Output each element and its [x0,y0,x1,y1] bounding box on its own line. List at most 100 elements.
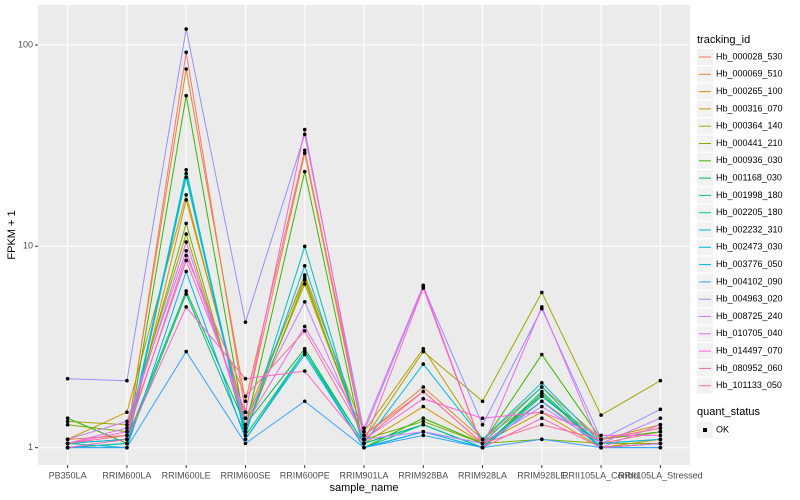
data-point [599,413,603,417]
x-tick-label: RRII105LA_Control [562,470,640,480]
data-point [184,249,188,253]
data-point [540,399,544,404]
data-point [302,399,307,404]
data-point [599,441,603,446]
data-point [480,399,485,404]
legend-label: Hb_000316_070 [716,103,783,113]
y-tick-label: 10 [23,241,33,251]
x-tick-label: RRIM928LA [458,470,507,480]
shape-legend-symbol [703,428,707,432]
data-point [125,419,129,424]
data-point [540,305,544,309]
data-point [302,132,307,137]
data-point [243,394,248,399]
x-tick-label: RRIM600LE [162,470,211,480]
data-point [658,433,663,438]
data-point [302,352,307,357]
data-point [480,422,485,427]
data-point [184,67,188,71]
data-point [125,422,129,427]
data-point [599,445,603,450]
data-point [184,240,188,244]
legend-label: Hb_010705_040 [716,328,783,338]
data-point [243,433,248,438]
legend-label: Hb_000364_140 [716,121,783,131]
data-point [184,292,188,296]
legend-label: Hb_000441_210 [716,138,783,148]
legend-label: Hb_000936_030 [716,155,783,165]
data-point [421,346,426,351]
data-point [65,419,70,424]
x-axis-title: sample_name [329,482,398,494]
data-point [540,394,544,399]
data-point [65,422,70,427]
legend-label: Hb_008725_240 [716,311,783,321]
data-point [125,433,129,438]
data-point [184,305,188,309]
data-point [243,399,248,404]
data-point [302,148,307,153]
data-point [658,429,663,434]
data-point [125,437,129,442]
x-tick-label: RRIM928BA [398,470,448,480]
data-point [125,445,129,450]
data-point [480,445,485,450]
x-tick-label: RRIM928LE [517,470,566,480]
data-point [421,349,426,354]
data-point [184,50,188,55]
data-point [362,429,366,434]
data-point [65,416,70,421]
data-point [302,324,307,329]
data-point [302,151,307,156]
data-point [302,169,307,174]
data-point [302,275,307,280]
data-point [540,385,544,389]
shape-legend-title: quant_status [697,406,760,418]
data-point [362,426,366,430]
data-point [302,264,307,268]
data-point [540,404,544,409]
data-point [421,404,426,409]
data-point [125,410,129,414]
data-point [302,300,307,304]
data-point [184,258,188,263]
data-point [243,437,248,442]
data-point [125,378,129,383]
legend-title: tracking_id [697,34,750,46]
data-point [658,426,663,430]
data-point [184,349,188,354]
data-point [658,437,663,442]
data-point [540,290,544,295]
x-tick-label: RRIM600SE [220,470,270,480]
data-point [421,283,426,288]
legend-label: Hb_014497_070 [716,345,783,355]
data-point [184,253,188,258]
data-point [421,422,426,427]
data-point [184,232,188,236]
data-point [421,419,426,424]
legend-label: Hb_101133_050 [716,380,782,390]
y-axis-title: FPKM + 1 [6,210,18,259]
data-point [658,441,663,446]
data-point [421,429,426,434]
data-point [421,286,426,290]
legend-label: Hb_000265_100 [716,86,783,96]
data-point [243,320,248,324]
data-point [243,426,248,430]
data-point [243,410,248,414]
legend-label: Hb_000069_510 [716,69,783,79]
data-point [540,416,544,421]
data-point [599,437,603,442]
data-point [599,433,603,438]
legend-label: Hb_004102_090 [716,276,783,286]
data-point [243,422,248,427]
legend-label: Hb_002473_030 [716,242,783,252]
data-point [125,441,129,446]
data-point [480,416,485,421]
data-point [65,376,70,381]
data-point [362,437,366,442]
data-point [184,193,188,197]
shape-legend-label: OK [716,424,729,434]
legend-label: Hb_002205_180 [716,207,783,217]
legend-label: Hb_003776_050 [716,259,783,269]
